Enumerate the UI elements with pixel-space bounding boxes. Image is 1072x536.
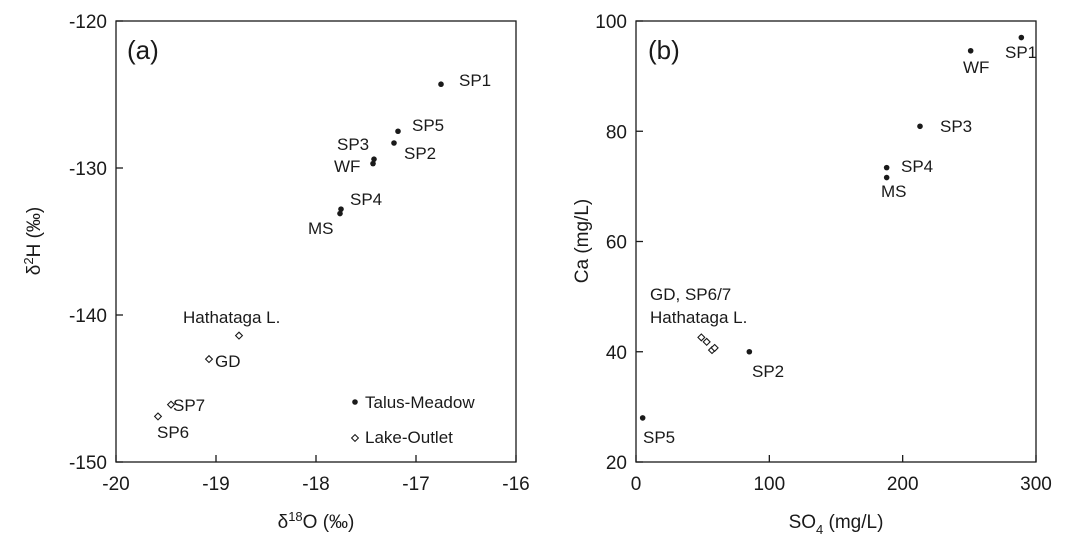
legend-label-talus-meadow: Talus-Meadow xyxy=(365,393,475,412)
panel-a-label-sp6: SP6 xyxy=(157,423,189,442)
panel-a-label-ms: MS xyxy=(308,219,334,238)
panel-b-label-ms: MS xyxy=(881,182,907,201)
y-tick-label: 20 xyxy=(606,453,627,474)
panel-a-label-sp4: SP4 xyxy=(350,190,382,209)
panel-b: 20 40 60 80 100 0 100 200 300 (b) SO4 (mg/L) Ca… xyxy=(572,12,1052,536)
panel-b-x-axis-label: SO4 (mg/L) xyxy=(789,512,884,536)
y-tick-label: 80 xyxy=(606,122,627,143)
point-lake-outlet xyxy=(702,337,711,347)
point-sp2 xyxy=(746,348,753,355)
panel-b-points xyxy=(639,34,1025,421)
y-tick-label: 40 xyxy=(606,343,627,364)
panel-b-label-sp3: SP3 xyxy=(940,117,972,136)
panel-a: -150 -140 -130 -120 -20 -19 -18 -17 -16 (a) δ18… xyxy=(21,12,530,533)
point-sp3 xyxy=(917,123,923,130)
point-sp7 xyxy=(166,400,176,409)
point-sp1 xyxy=(438,81,444,88)
panel-a-x-tick-labels: -20 -19 -18 -17 -16 xyxy=(102,474,529,495)
x-tick-label: -17 xyxy=(402,474,429,495)
point-ms xyxy=(883,174,890,181)
panel-a-y-axis-label: δ2H (‰) xyxy=(21,207,45,275)
point-lake-outlet xyxy=(710,343,719,353)
panel-b-label-hathataga: Hathataga L. xyxy=(650,308,747,327)
x-tick-label: 100 xyxy=(753,474,785,495)
x-tick-label: 0 xyxy=(631,474,642,495)
panel-a-label-sp7: SP7 xyxy=(173,396,205,415)
y-tick-label: -150 xyxy=(69,453,107,474)
panel-b-y-axis-label: Ca (mg/L) xyxy=(572,199,593,283)
x-tick-label: -19 xyxy=(202,474,229,495)
panel-b-label-sp1: SP1 xyxy=(1005,43,1037,62)
panel-a-x-axis-label: δ18O (‰) xyxy=(278,509,355,533)
panel-b-label-sp2: SP2 xyxy=(752,362,784,381)
panel-a-ticks xyxy=(115,20,517,463)
x-tick-label: 200 xyxy=(887,474,919,495)
panel-a-label-sp5: SP5 xyxy=(412,116,444,135)
y-tick-label: -130 xyxy=(69,159,107,180)
legend-marker-lake-outlet xyxy=(350,433,360,443)
panel-b-label-gd-sp6-7: GD, SP6/7 xyxy=(650,285,731,304)
panel-a-label-gd: GD xyxy=(215,352,241,371)
legend-label-lake-outlet: Lake-Outlet xyxy=(365,428,453,447)
point-gd xyxy=(204,354,214,364)
x-tick-label: -20 xyxy=(102,474,129,495)
x-tick-label: -16 xyxy=(502,474,529,495)
point-hathataga-l xyxy=(234,331,244,340)
panel-b-label-sp5: SP5 xyxy=(643,428,675,447)
point-ms xyxy=(337,210,343,217)
panel-a-y-tick-labels: -150 -140 -130 -120 xyxy=(69,12,107,474)
y-tick-label: 60 xyxy=(606,233,627,254)
panel-a-points xyxy=(153,81,444,421)
panel-a-label: (a) xyxy=(127,35,159,65)
y-tick-label: 100 xyxy=(595,12,627,33)
panel-a-label-sp3: SP3 xyxy=(337,135,369,154)
y-tick-label: -140 xyxy=(69,306,107,327)
point-sp3 xyxy=(371,156,377,162)
panel-b-label-sp4: SP4 xyxy=(901,157,933,176)
panel-b-frame xyxy=(635,20,1037,463)
panel-a-label-wf: WF xyxy=(334,157,360,176)
panel-b-ticks xyxy=(635,20,1037,463)
point-sp4 xyxy=(883,164,890,171)
point-sp6 xyxy=(153,412,163,421)
legend-marker-talus-meadow xyxy=(352,399,358,405)
panel-a-label-sp2: SP2 xyxy=(404,144,436,163)
x-tick-label: -18 xyxy=(302,474,329,495)
panel-a-legend: Talus-Meadow Lake-Outlet xyxy=(350,393,475,447)
point-sp1 xyxy=(1018,34,1025,41)
panel-b-x-tick-labels: 0 100 200 300 xyxy=(631,474,1052,495)
point-sp5 xyxy=(395,128,401,135)
panel-a-label-sp1: SP1 xyxy=(459,71,491,90)
point-lake-outlet xyxy=(697,333,706,342)
panel-b-label: (b) xyxy=(648,35,680,65)
point-wf xyxy=(370,160,376,167)
point-wf xyxy=(967,47,974,54)
point-sp5 xyxy=(639,415,646,421)
panel-a-label-hathataga: Hathataga L. xyxy=(183,308,280,327)
y-tick-label: -120 xyxy=(69,12,107,33)
x-tick-label: 300 xyxy=(1020,474,1052,495)
panel-b-label-wf: WF xyxy=(963,58,989,77)
point-sp2 xyxy=(391,140,397,146)
panel-b-y-tick-labels: 20 40 60 80 100 xyxy=(595,12,627,474)
point-sp4 xyxy=(338,206,344,212)
